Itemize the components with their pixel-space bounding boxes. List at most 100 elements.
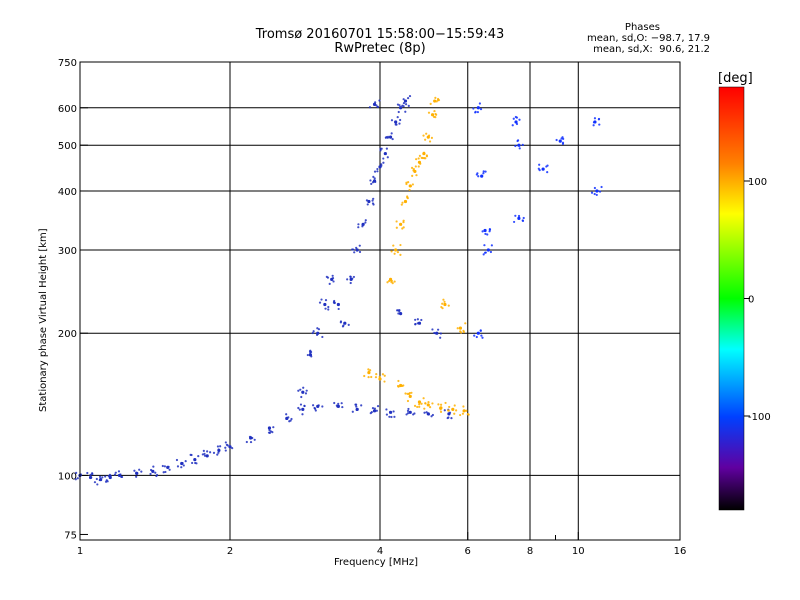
data-point-echo: [448, 405, 451, 409]
data-point-echo: [418, 403, 421, 406]
data-point-echo: [180, 466, 183, 469]
y-tick-label: 100: [58, 471, 77, 482]
data-point-echo: [369, 179, 372, 182]
data-point-echo: [593, 186, 596, 190]
data-point-echo: [444, 401, 447, 405]
data-point-echo: [372, 197, 375, 200]
data-point-echo: [301, 413, 304, 416]
data-point-echo: [512, 220, 516, 224]
data-point: [378, 377, 382, 381]
data-point-echo: [441, 307, 444, 310]
data-point-echo: [355, 405, 358, 408]
data-point-echo: [324, 299, 328, 302]
data-point-echo: [397, 110, 400, 114]
data-point-echo: [482, 172, 485, 175]
data-point: [394, 248, 398, 252]
data-point-echo: [375, 104, 378, 107]
data-point-echo: [414, 165, 417, 168]
axis-ticks: 1 2 4 6 8 10 16 75 100 200 300 400 500 600 750: [58, 58, 686, 557]
data-point-echo: [376, 405, 380, 408]
data-point: [426, 403, 430, 407]
data-point-echo: [408, 392, 411, 395]
data-point-echo: [479, 329, 482, 332]
data-point-echo: [415, 174, 418, 177]
data-point-echo: [106, 480, 109, 483]
data-point-echo: [251, 436, 254, 440]
data-point-echo: [424, 157, 427, 160]
data-point-echo: [460, 331, 463, 334]
data-point-echo: [321, 335, 324, 339]
data-point-echo: [407, 407, 410, 411]
data-point-echo: [315, 333, 319, 337]
data-point-echo: [332, 280, 335, 283]
data-point-echo: [427, 413, 430, 416]
data-point-echo: [417, 157, 420, 160]
data-point-echo: [194, 461, 197, 465]
data-point-echo: [462, 329, 465, 332]
data-point-echo: [371, 181, 375, 184]
data-point-echo: [349, 275, 352, 278]
data-point: [514, 120, 518, 124]
colorbar: [718, 86, 745, 511]
data-point-echo: [216, 445, 220, 448]
data-point-echo: [412, 169, 415, 172]
data-point-echo: [331, 276, 335, 280]
data-point-echo: [462, 405, 465, 408]
data-point-echo: [593, 192, 596, 196]
data-point-echo: [455, 409, 458, 412]
data-point-echo: [289, 419, 292, 422]
data-point-echo: [217, 448, 220, 451]
chart-title: Tromsø 20160701 15:58:00−15:59:43: [255, 27, 505, 42]
data-point-echo: [383, 380, 386, 383]
data-point-echo: [390, 280, 393, 283]
data-point-echo: [488, 230, 491, 233]
data-point: [367, 199, 371, 204]
data-point-echo: [108, 473, 112, 476]
data-point-echo: [168, 468, 171, 471]
data-point-echo: [98, 475, 102, 478]
data-point-echo: [373, 170, 377, 173]
data-point-echo: [418, 405, 421, 408]
data-point-echo: [327, 308, 330, 311]
data-point-echo: [336, 405, 339, 408]
data-point-echo: [163, 465, 166, 468]
data-point-echo: [367, 368, 370, 371]
data-point-echo: [407, 104, 410, 108]
data-point-echo: [367, 376, 370, 379]
data-point-echo: [162, 471, 165, 474]
data-point-echo: [447, 416, 450, 419]
data-point-echo: [402, 98, 405, 101]
data-point: [517, 216, 521, 220]
data-point-echo: [358, 244, 361, 247]
data-point-echo: [135, 471, 138, 474]
data-point-echo: [427, 134, 431, 137]
data-point-echo: [365, 199, 369, 202]
data-point: [451, 407, 455, 411]
data-point-echo: [364, 219, 367, 222]
y-tick-label: 750: [58, 58, 77, 69]
data-point-echo: [355, 246, 358, 249]
data-point-echo: [386, 156, 389, 159]
data-point-echo: [386, 281, 389, 284]
data-point-echo: [420, 156, 423, 159]
data-point-echo: [480, 334, 483, 337]
data-point-echo: [441, 302, 444, 305]
y-tick-label: 400: [58, 187, 77, 198]
data-point-echo: [401, 384, 404, 388]
data-point-echo: [149, 472, 152, 476]
data-point: [558, 139, 562, 143]
data-point-echo: [399, 118, 402, 122]
data-point-echo: [555, 138, 558, 142]
data-point-echo: [337, 402, 340, 405]
y-tick-label: 300: [58, 246, 77, 257]
data-point-echo: [590, 191, 594, 194]
data-point-echo: [600, 185, 603, 189]
data-point-echo: [351, 410, 354, 413]
data-point-echo: [484, 170, 487, 173]
data-point-echo: [424, 138, 427, 141]
data-point-echo: [303, 404, 306, 408]
data-point-echo: [320, 298, 323, 301]
data-point-echo: [299, 403, 303, 406]
data-point-echo: [404, 110, 407, 113]
